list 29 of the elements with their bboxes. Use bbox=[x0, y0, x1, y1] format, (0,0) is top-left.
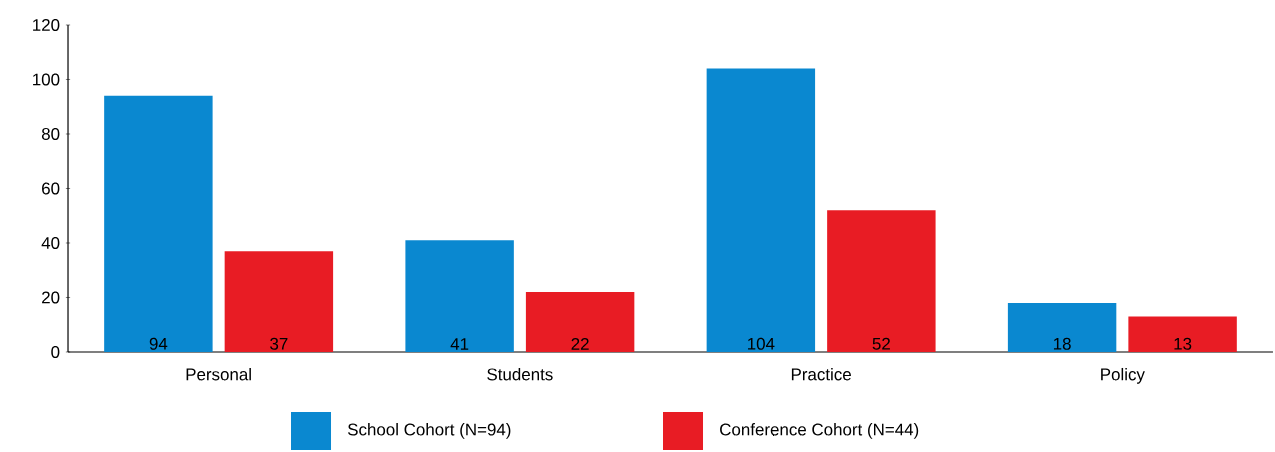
x-tick-label: Policy bbox=[1101, 367, 1145, 384]
bar bbox=[827, 210, 936, 352]
x-tick-label: Practice bbox=[791, 367, 851, 381]
data-label: 22 bbox=[571, 337, 589, 350]
bar bbox=[405, 240, 514, 352]
y-tick-label: 60 bbox=[42, 182, 60, 195]
data-label: 41 bbox=[450, 338, 469, 350]
bar bbox=[706, 68, 816, 352]
x-tick-label: Personal bbox=[186, 367, 251, 381]
data-label: 37 bbox=[270, 337, 288, 350]
bar bbox=[525, 292, 635, 352]
data-label: 18 bbox=[1053, 337, 1071, 350]
legend-label: School Cohort (N=94) bbox=[347, 423, 511, 439]
y-tick-label: 40 bbox=[41, 236, 60, 249]
data-label: 94 bbox=[149, 337, 168, 350]
bar bbox=[1128, 316, 1237, 352]
data-label: 13 bbox=[1174, 337, 1192, 350]
legend-label: Conference Cohort (N=44) bbox=[720, 423, 919, 439]
bar bbox=[224, 251, 334, 352]
bar bbox=[1007, 302, 1117, 352]
x-tick-label: Students bbox=[487, 367, 553, 381]
bar bbox=[104, 95, 213, 352]
y-tick-label: 100 bbox=[33, 73, 60, 86]
y-tick-label: 80 bbox=[41, 127, 60, 140]
y-tick-label: 20 bbox=[42, 291, 60, 304]
y-tick-label: 120 bbox=[33, 18, 60, 31]
y-tick-label: 0 bbox=[51, 345, 60, 358]
data-label: 52 bbox=[872, 337, 890, 350]
data-label: 104 bbox=[748, 337, 775, 350]
